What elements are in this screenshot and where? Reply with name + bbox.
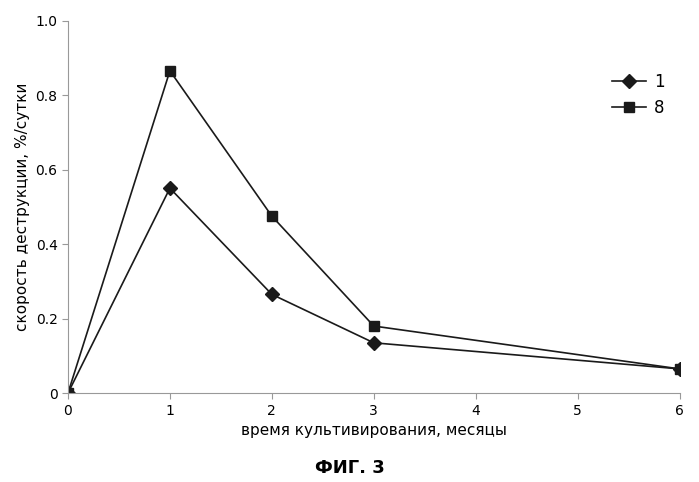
8 <box>370 323 378 329</box>
Line: 8: 8 <box>63 66 684 398</box>
Legend: 1, 8: 1, 8 <box>605 66 671 124</box>
8 <box>268 213 276 219</box>
8 <box>166 68 174 74</box>
Text: ФИГ. 3: ФИГ. 3 <box>315 459 384 477</box>
1 <box>166 185 174 191</box>
1 <box>370 340 378 346</box>
X-axis label: время культивирования, месяцы: время культивирования, месяцы <box>241 423 507 438</box>
8 <box>675 366 684 372</box>
1 <box>268 292 276 297</box>
1 <box>675 366 684 372</box>
8 <box>64 390 72 396</box>
1 <box>64 390 72 396</box>
Y-axis label: скорость деструкции, %/сутки: скорость деструкции, %/сутки <box>15 82 30 331</box>
Line: 1: 1 <box>63 183 684 398</box>
